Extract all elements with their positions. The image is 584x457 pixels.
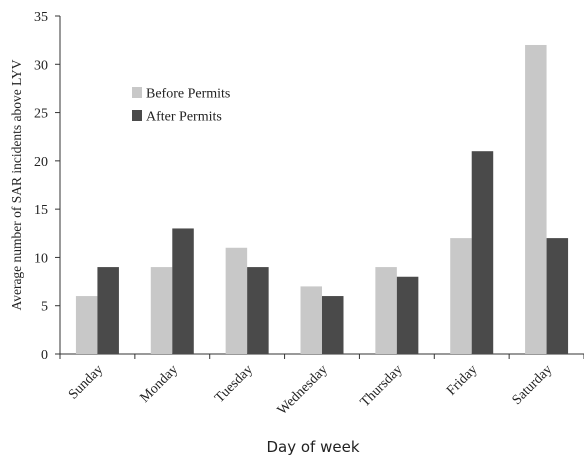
bar-before-permits [375, 267, 397, 354]
bar-before-permits [150, 267, 173, 354]
legend-swatch [132, 110, 142, 121]
bar-after-permits [172, 228, 194, 354]
legend: Before Permits After Permits [132, 87, 230, 125]
bar-before-permits [300, 286, 322, 354]
bar-after-permits [97, 267, 119, 354]
bars [75, 44, 569, 354]
y-tick-label: 0 [41, 348, 48, 363]
bar-after-permits [247, 267, 269, 354]
bar-after-permits [546, 238, 569, 354]
y-ticks: 0 5 10 15 20 25 30 35 [34, 10, 60, 363]
y-tick-label: 20 [34, 155, 48, 170]
y-tick-label: 15 [34, 203, 48, 218]
y-axis-label: Average number of SAR incidents above LY… [9, 59, 24, 310]
x-tick-label: Tuesday [212, 362, 256, 406]
bar-before-permits [525, 44, 547, 354]
bar-before-permits [75, 296, 98, 354]
y-tick-label: 10 [34, 251, 48, 266]
legend-label: After Permits [146, 110, 222, 125]
x-tick-label: Wednesday [275, 362, 331, 418]
y-tick-label: 30 [34, 58, 48, 73]
x-tick-label: Sunday [66, 362, 106, 402]
bar-after-permits [471, 151, 494, 354]
bar-after-permits [396, 276, 419, 354]
x-tick-label: Saturday [510, 362, 556, 408]
legend-label: Before Permits [146, 87, 230, 102]
bar-before-permits [450, 238, 472, 354]
bar-after-permits [322, 296, 344, 354]
x-tick-label: Friday [444, 362, 480, 398]
y-tick-label: 5 [41, 300, 48, 315]
x-tick-label: Monday [138, 362, 182, 406]
y-tick-label: 25 [34, 107, 48, 122]
y-tick-label: 35 [34, 10, 48, 25]
x-axis-label: Day of week [266, 438, 359, 456]
x-tick-label: Thursday [358, 362, 406, 410]
bar-before-permits [225, 247, 248, 354]
x-ticks: Sunday Monday Tuesday Wednesday Thursday Frid… [59, 354, 584, 418]
legend-swatch [132, 87, 142, 98]
